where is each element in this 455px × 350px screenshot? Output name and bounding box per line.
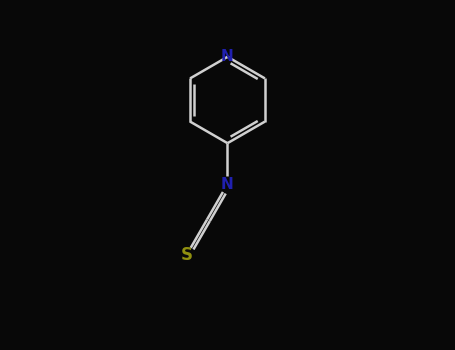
Text: N: N (221, 49, 234, 64)
Text: S: S (181, 246, 192, 264)
Text: N: N (221, 177, 234, 191)
